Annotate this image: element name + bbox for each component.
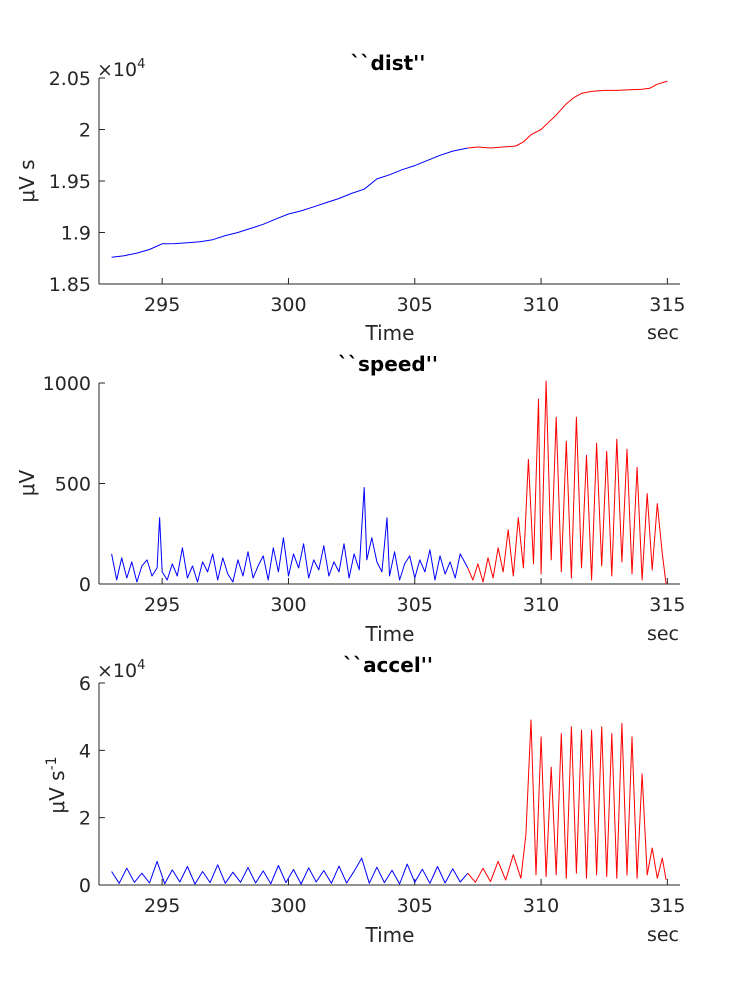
subplot-accel-exponent-base: ×10 [97,660,137,682]
subplot-dist-ytick-label: 1.95 [49,171,91,193]
subplot-dist-series-blue-line [111,147,468,258]
subplot-dist-exponent-base: ×10 [97,59,137,81]
subplot-accel-exponent: ×104 [97,658,145,682]
subplot-accel-series-blue-line [111,857,469,885]
subplot-dist-plot-area: 295 300 305 310 315 1.85 1.9 1.95 2 2.05 [49,68,686,316]
subplot-accel-ytick-label: 6 [79,673,91,695]
subplot-speed-ytick-label: 0 [79,574,91,596]
subplot-accel-xtick-label: 315 [649,895,685,917]
subplot-accel-title: ``accel'' [343,653,433,677]
subplot-accel-xtick-label: 300 [270,895,306,917]
subplot-accel-series-red-line [467,719,667,883]
subplot-dist-ytick-label: 2.05 [49,68,91,90]
subplot-accel-ytick-label: 0 [79,875,91,897]
subplot-dist-exponent-text: ×104 [97,57,145,81]
subplot-dist-xtick-label: 315 [649,294,685,316]
subplot-speed-xlabel: Time [365,622,415,646]
subplot-dist-exponent: ×104 [97,57,145,81]
subplot-accel-xtick-label: 310 [523,895,559,917]
subplot-dist-x-unit: sec [647,322,679,344]
subplot-dist-xtick-label: 295 [144,294,180,316]
subplot-speed-series-blue-line [111,487,469,583]
subplot-accel-ylabel: μV s-1 [44,756,69,813]
subplot-speed-ylabel: μV [15,469,39,496]
subplot-dist-series-red-line [467,80,668,149]
subplot-dist: ``dist'' ×104 μV s Time sec 295 300 305 310… [15,51,686,345]
subplot-dist-xtick-label: 310 [523,294,559,316]
subplot-accel-xlabel: Time [365,923,415,947]
subplot-dist-ylabel: μV s [15,159,39,202]
subplot-accel-plot-area: 295 300 305 310 315 0 2 4 6 [79,673,686,917]
subplot-speed-xtick-label: 305 [397,594,433,616]
subplot-dist-ytick-label: 2 [79,120,91,142]
subplot-accel-ylabel-power: -1 [44,756,60,770]
subplot-speed-x-unit: sec [647,623,679,645]
subplot-speed-title: ``speed'' [338,352,438,376]
subplot-accel-xtick-label: 305 [397,895,433,917]
subplot-speed-plot-area: 295 300 305 310 315 0 500 1000 [43,373,686,616]
subplot-accel: ``accel'' ×104 μV s-1 Time sec 295 300 305… [44,653,686,947]
subplot-dist-ytick-label: 1.85 [49,274,91,296]
subplot-dist-title: ``dist'' [351,51,426,75]
subplot-accel-ytick-label: 4 [79,740,91,762]
subplot-dist-exponent-power: 4 [137,57,145,72]
subplot-speed: ``speed'' μV Time sec 295 300 305 310 315 0 50… [15,352,686,646]
subplot-dist-xtick-label: 300 [270,294,306,316]
subplot-speed-series-red-line [467,380,667,585]
subplot-speed-xtick-label: 310 [523,594,559,616]
subplot-accel-x-unit: sec [647,924,679,946]
subplot-speed-xtick-label: 315 [649,594,685,616]
subplot-speed-xtick-label: 300 [270,594,306,616]
subplot-speed-ytick-label: 1000 [43,373,91,395]
subplot-accel-ylabel-base: μV s [45,770,69,813]
subplot-accel-ytick-label: 2 [79,808,91,830]
subplot-accel-xtick-label: 295 [144,895,180,917]
subplot-dist-xlabel: Time [365,321,415,345]
subplot-accel-exponent-text: ×104 [97,658,145,682]
subplot-speed-xtick-label: 295 [144,594,180,616]
subplot-accel-exponent-power: 4 [137,658,145,673]
subplot-dist-xtick-label: 305 [397,294,433,316]
subplot-dist-ytick-label: 1.9 [61,223,91,245]
subplot-speed-ytick-label: 500 [55,474,91,496]
